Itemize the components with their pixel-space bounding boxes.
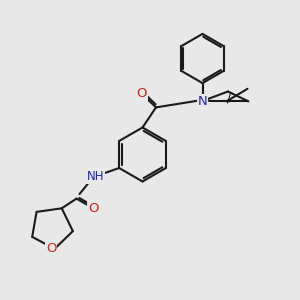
- Text: N: N: [198, 95, 207, 108]
- Text: NH: NH: [87, 170, 104, 183]
- Text: O: O: [88, 202, 99, 215]
- Text: O: O: [46, 242, 56, 255]
- Text: O: O: [136, 87, 147, 100]
- Text: /: /: [226, 92, 231, 105]
